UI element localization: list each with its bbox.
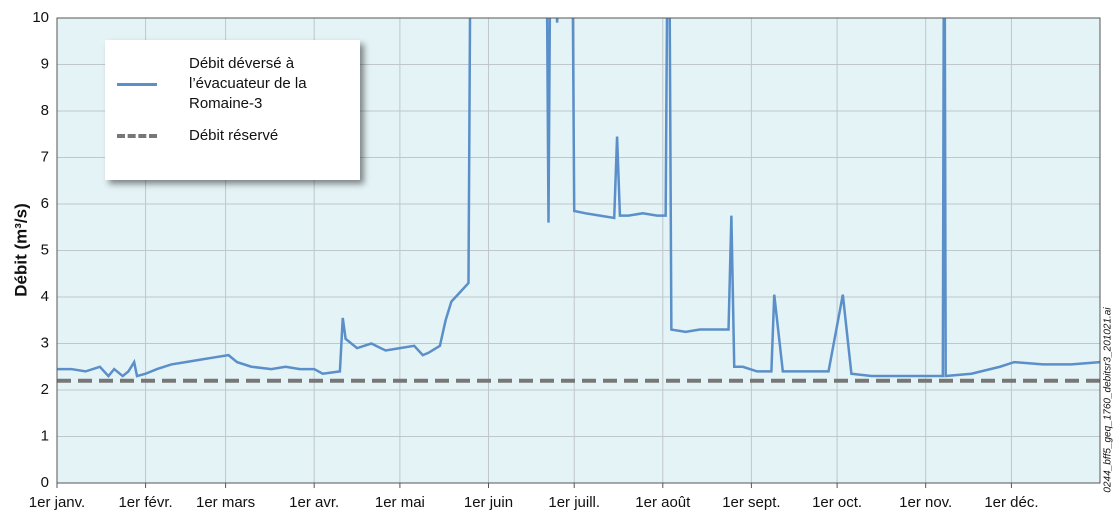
y-tick-label: 10 bbox=[32, 9, 49, 26]
y-tick-label: 2 bbox=[41, 381, 49, 398]
legend-item: Débit déversé à l’évacuateur de la Romai… bbox=[117, 54, 348, 114]
x-tick-label: 1er août bbox=[635, 494, 691, 511]
x-tick-label: 1er avr. bbox=[289, 494, 339, 511]
x-tick-label: 1er oct. bbox=[812, 494, 862, 511]
x-tick-label: 1er déc. bbox=[984, 494, 1038, 511]
x-tick-label: 1er févr. bbox=[118, 494, 172, 511]
x-tick-label: 1er nov. bbox=[899, 494, 952, 511]
y-tick-label: 7 bbox=[41, 148, 49, 165]
x-tick-label: 1er mars bbox=[196, 494, 255, 511]
y-tick-label: 1 bbox=[41, 427, 49, 444]
legend-swatch bbox=[117, 82, 157, 86]
y-tick-label: 9 bbox=[41, 55, 49, 72]
x-tick-label: 1er mai bbox=[375, 494, 425, 511]
x-tick-label: 1er juin bbox=[464, 494, 513, 511]
y-tick-label: 3 bbox=[41, 334, 49, 351]
legend-swatch bbox=[117, 134, 157, 138]
x-tick-label: 1er janv. bbox=[29, 494, 85, 511]
legend-item: Débit réservé bbox=[117, 126, 348, 146]
y-tick-label: 0 bbox=[41, 474, 49, 491]
x-tick-label: 1er sept. bbox=[722, 494, 780, 511]
y-tick-label: 4 bbox=[41, 288, 49, 305]
legend-label: Débit réservé bbox=[189, 127, 279, 144]
y-tick-label: 5 bbox=[41, 241, 49, 258]
y-axis-label: Débit (m³/s) bbox=[11, 203, 30, 297]
y-tick-label: 6 bbox=[41, 195, 49, 212]
x-tick-label: 1er juill. bbox=[548, 494, 600, 511]
file-note: 0244_bff5_geq_1760_debitsr3_201021.ai bbox=[1103, 307, 1114, 493]
series-line bbox=[57, 18, 1100, 378]
y-tick-label: 8 bbox=[41, 102, 49, 119]
legend: Débit déversé à l’évacuateur de la Romai… bbox=[105, 40, 360, 180]
legend-label: Débit déversé à l’évacuateur de la Romai… bbox=[189, 55, 307, 112]
plot-frame bbox=[56, 17, 1101, 484]
